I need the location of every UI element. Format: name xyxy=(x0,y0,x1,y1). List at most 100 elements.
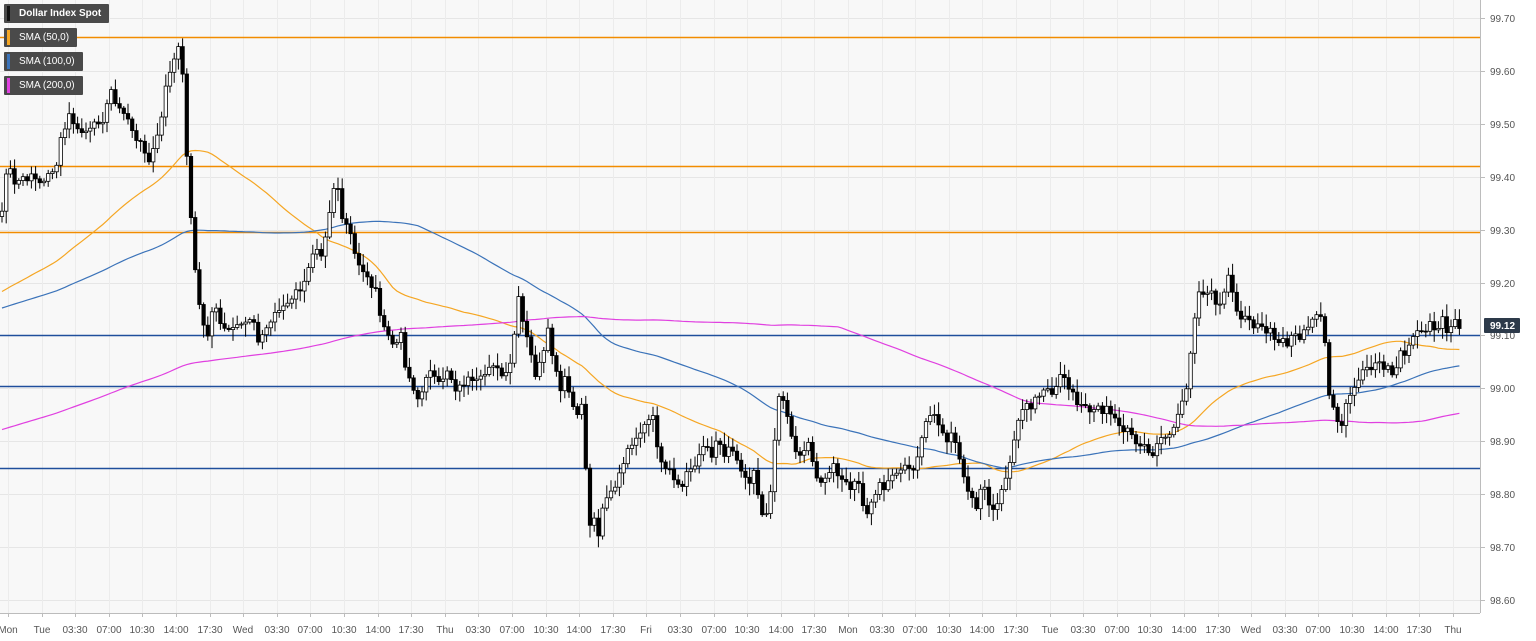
candle-body xyxy=(478,375,483,380)
candle xyxy=(650,406,656,433)
legend-swatch-sma-50 xyxy=(7,30,10,45)
candle-body xyxy=(629,444,635,449)
candle xyxy=(747,467,752,496)
legend-sma-50-label: SMA (50,0) xyxy=(19,32,70,43)
candle-body xyxy=(373,287,378,290)
candle xyxy=(88,121,93,143)
candle-body xyxy=(130,118,135,132)
candle-body xyxy=(1377,361,1382,364)
candle xyxy=(911,465,916,479)
candle xyxy=(461,375,467,397)
candle xyxy=(62,122,68,146)
candle-body xyxy=(96,121,101,125)
candle xyxy=(575,403,580,419)
candle xyxy=(1381,354,1386,377)
candle xyxy=(839,468,845,492)
candle-body xyxy=(860,483,866,507)
candle-body xyxy=(1201,291,1206,295)
candle xyxy=(344,212,349,234)
candle-body xyxy=(1079,403,1084,406)
candle-body xyxy=(100,122,105,125)
candle xyxy=(722,432,727,463)
candle xyxy=(415,387,420,408)
x-tick-label: 17:30 xyxy=(197,625,222,636)
candle xyxy=(965,465,971,500)
candle xyxy=(1007,455,1013,491)
candle-body xyxy=(226,327,231,330)
candle-body xyxy=(831,463,836,474)
candle-body xyxy=(1301,329,1307,340)
candle xyxy=(113,79,118,107)
candle xyxy=(1075,379,1080,412)
candle-body xyxy=(1171,426,1176,436)
candle xyxy=(239,321,244,329)
candle xyxy=(512,331,517,368)
candle-body xyxy=(1419,330,1424,333)
candle xyxy=(877,478,882,500)
candle xyxy=(377,281,383,323)
candle-body xyxy=(75,123,80,130)
candle-body xyxy=(1037,395,1042,398)
candle-body xyxy=(260,334,265,343)
candle xyxy=(188,153,194,225)
candle xyxy=(352,225,357,259)
candle-body xyxy=(277,310,282,313)
candle-body xyxy=(440,378,446,382)
candle-body xyxy=(806,441,811,452)
candle xyxy=(1175,403,1181,433)
candle xyxy=(1196,281,1202,327)
candle-body xyxy=(503,372,509,377)
candle xyxy=(537,352,542,381)
candle xyxy=(1222,288,1227,309)
candle-body xyxy=(638,432,643,439)
candle-body xyxy=(608,490,614,499)
x-tick-label: 14:00 xyxy=(969,625,994,636)
candle-body xyxy=(1293,333,1298,336)
candle-body xyxy=(848,481,853,490)
y-axis-ticks: 99.70 99.60 99.50 99.40 99.30 99.20 99.10 99.00… xyxy=(1480,14,1515,607)
candle xyxy=(1213,288,1218,316)
candle-body xyxy=(251,319,257,323)
candle xyxy=(310,244,315,273)
candle-body xyxy=(1222,291,1227,305)
candle xyxy=(692,456,698,473)
x-tick-label: 03:30 xyxy=(465,625,490,636)
candle-body xyxy=(613,486,618,492)
candle xyxy=(730,438,735,457)
x-tick-label: 03:30 xyxy=(62,625,87,636)
candle-body xyxy=(415,389,420,400)
candle-body xyxy=(235,324,240,328)
candle xyxy=(0,202,5,223)
candle xyxy=(953,426,958,454)
candle-body xyxy=(1255,323,1260,329)
candle xyxy=(1310,316,1315,333)
candle-body xyxy=(575,406,580,416)
candle-body xyxy=(1226,274,1231,293)
candle xyxy=(705,438,710,452)
candle xyxy=(487,354,492,377)
candle xyxy=(520,293,525,333)
candle-body xyxy=(113,89,118,104)
candle-body xyxy=(331,188,336,213)
candle xyxy=(970,487,975,508)
candle xyxy=(516,286,521,338)
candle xyxy=(1243,306,1248,323)
candle xyxy=(1322,313,1328,347)
candle-body xyxy=(163,85,168,118)
candle-body xyxy=(1192,317,1197,354)
candle xyxy=(319,243,324,261)
y-tick-label: 98.60 xyxy=(1490,596,1515,607)
y-tick-label: 98.70 xyxy=(1490,543,1515,554)
candle-body xyxy=(449,370,454,381)
candle-body xyxy=(167,71,173,87)
candle-body xyxy=(470,376,475,382)
candle xyxy=(823,473,828,495)
candle xyxy=(629,437,635,456)
candle-body xyxy=(298,289,303,292)
candle-body xyxy=(482,373,488,377)
candle-body xyxy=(1045,388,1050,391)
candle-body xyxy=(1070,388,1076,393)
candle-body xyxy=(818,477,824,483)
candle xyxy=(159,111,164,142)
